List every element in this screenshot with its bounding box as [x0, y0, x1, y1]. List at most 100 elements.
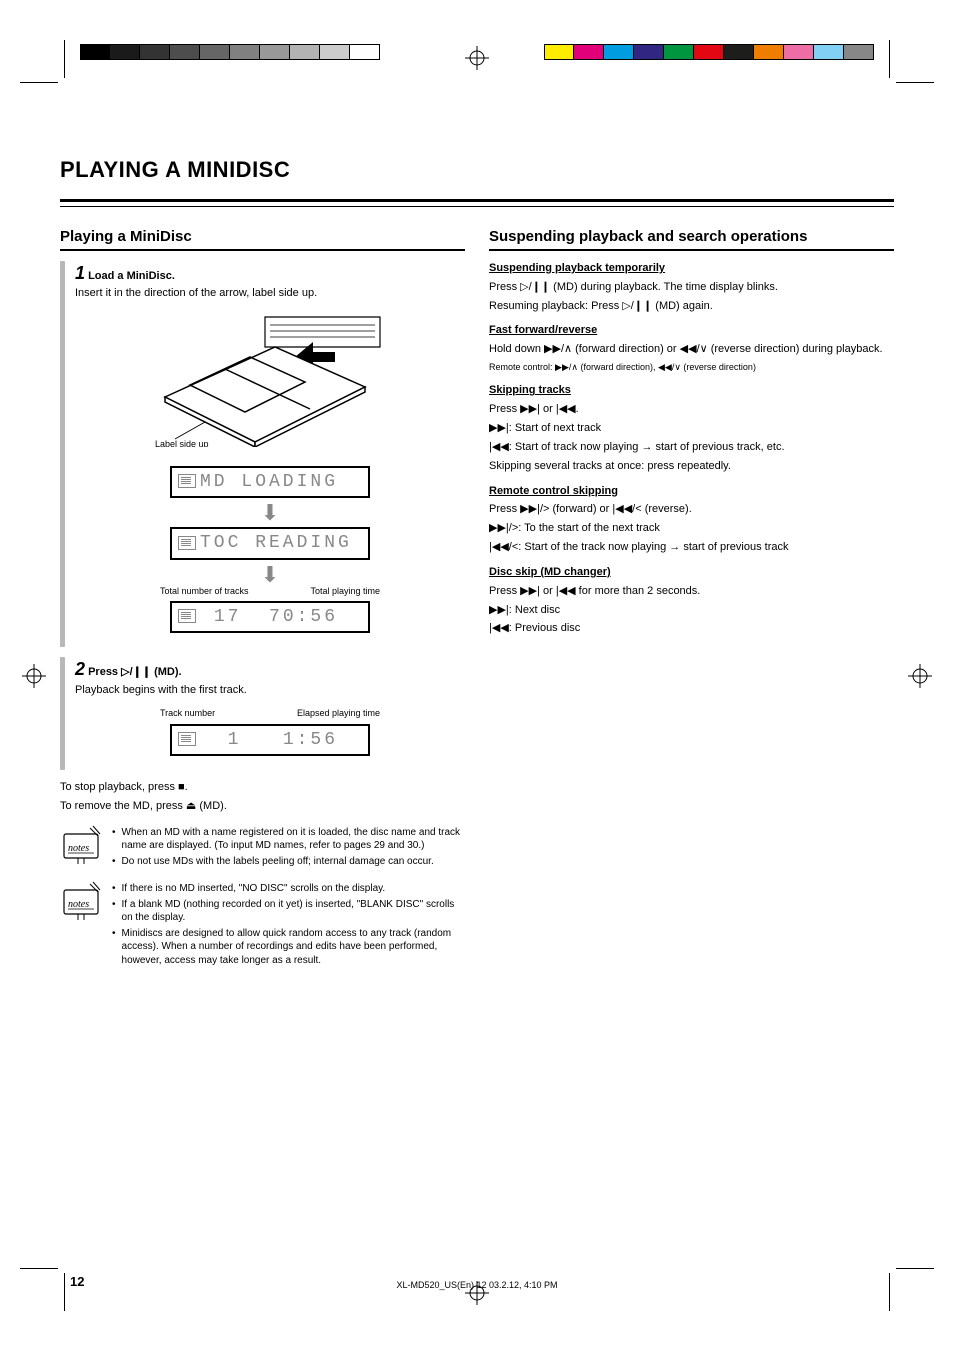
registration-mark-icon — [908, 664, 932, 688]
notes-list: •If there is no MD inserted, "NO DISC" s… — [112, 880, 465, 969]
divider — [60, 206, 894, 207]
crop-mark — [64, 1273, 65, 1311]
md-icon — [178, 536, 196, 550]
section-heading: Playing a MiniDisc — [60, 227, 465, 247]
note-item: •When an MD with a name registered on it… — [112, 826, 465, 853]
page: PLAYING A MINIDISC Playing a MiniDisc 1 … — [0, 0, 954, 1351]
color-bar — [544, 44, 874, 60]
swatch — [634, 44, 664, 60]
crop-mark — [889, 40, 890, 78]
lcd-sequence: Track number Elapsed playing time 1 1:56 — [75, 707, 465, 759]
stop-instruction: To stop playback, press ■. — [60, 780, 465, 795]
swatch — [290, 44, 320, 60]
lcd-text: 1:56 — [283, 730, 338, 750]
crop-mark — [20, 1268, 58, 1269]
body-text: |◀◀: Start of track now playing → start … — [489, 440, 894, 455]
swatch — [664, 44, 694, 60]
svg-text:notes: notes — [68, 899, 89, 910]
swatch — [694, 44, 724, 60]
subsection-heading: Remote control skipping — [489, 484, 894, 499]
step-title: Load a MiniDisc. — [88, 270, 175, 282]
body-text: ▶▶|: Next disc — [489, 603, 894, 618]
step-1: 1 Load a MiniDisc. Insert it in the dire… — [60, 261, 465, 647]
illus-label: Label side up — [155, 439, 209, 447]
md-icon — [178, 474, 196, 488]
down-arrow-icon: ⬇ — [75, 568, 465, 581]
swatch — [604, 44, 634, 60]
body-text: Press ▶▶| or |◀◀ for more than 2 seconds… — [489, 584, 894, 599]
notes-block: notes •When an MD with a name registered… — [60, 824, 465, 871]
swatch — [814, 44, 844, 60]
section-heading: Suspending playback and search operation… — [489, 227, 894, 247]
page-number: 12 — [70, 1273, 84, 1291]
step-number: 1 — [75, 263, 85, 283]
body-text: ▶▶|/>: To the start of the next track — [489, 521, 894, 536]
lcd-callout-label: Track number — [160, 707, 215, 719]
body-text: Press ▶▶|/> (forward) or |◀◀/< (reverse)… — [489, 502, 894, 517]
notes-icon: notes — [60, 824, 104, 871]
lcd-callout-label: Total playing time — [310, 585, 380, 597]
md-icon — [178, 609, 196, 623]
right-column: Suspending playback and search operation… — [489, 217, 894, 975]
lcd-display: MD LOADING — [170, 466, 370, 498]
footer-text: XL-MD520_US(En) 12 03.2.12, 4:10 PM — [396, 1279, 557, 1291]
swatch — [80, 44, 110, 60]
notes-list: •When an MD with a name registered on it… — [112, 824, 465, 871]
lcd-text: 17 — [214, 607, 242, 627]
crop-mark — [896, 82, 934, 83]
body-text: |◀◀/<: Start of the track now playing → … — [489, 540, 894, 555]
swatch — [320, 44, 350, 60]
lcd-text: 70:56 — [269, 607, 338, 627]
crop-mark — [64, 40, 65, 78]
step-accent-bar — [60, 657, 65, 770]
body-text: Press ▶▶| or |◀◀. — [489, 402, 894, 417]
subsection-heading: Disc skip (MD changer) — [489, 565, 894, 580]
grayscale-bar — [80, 44, 380, 60]
lcd-display: 1 1:56 — [170, 724, 370, 756]
crop-mark — [889, 1273, 890, 1311]
down-arrow-icon: ⬇ — [75, 506, 465, 519]
subsection-heading: Skipping tracks — [489, 383, 894, 398]
body-text: |◀◀: Previous disc — [489, 621, 894, 636]
swatch — [350, 44, 380, 60]
svg-text:notes: notes — [68, 843, 89, 854]
body-text: Press ▷/❙❙ (MD) during playback. The tim… — [489, 280, 894, 295]
registration-mark-icon — [22, 664, 46, 688]
lcd-display: TOC READING — [170, 527, 370, 559]
lcd-callout-label: Total number of tracks — [160, 585, 249, 597]
body-text: Remote control: ▶▶/∧ (forward direction)… — [489, 361, 894, 373]
swatch — [724, 44, 754, 60]
swatch — [200, 44, 230, 60]
divider — [489, 249, 894, 251]
swatch — [574, 44, 604, 60]
md-icon — [178, 732, 196, 746]
divider — [60, 199, 894, 202]
body-text: Hold down ▶▶/∧ (forward direction) or ◀◀… — [489, 342, 894, 357]
lcd-callout-label: Elapsed playing time — [297, 707, 380, 719]
lcd-text: TOC READING — [200, 533, 352, 553]
note-item: •Do not use MDs with the labels peeling … — [112, 855, 465, 869]
lcd-text: MD LOADING — [200, 472, 338, 492]
left-column: Playing a MiniDisc 1 Load a MiniDisc. In… — [60, 217, 465, 975]
subsection-heading: Fast forward/reverse — [489, 323, 894, 338]
body-text: Skipping several tracks at once: press r… — [489, 459, 894, 474]
body-text: ▶▶|: Start of next track — [489, 421, 894, 436]
step-title: Press ▷/❙❙ (MD). — [88, 666, 182, 678]
eject-instruction: To remove the MD, press ⏏ (MD). — [60, 799, 465, 814]
registration-mark-icon — [465, 46, 489, 70]
minidisc-illustration: Label side up — [75, 307, 465, 452]
notes-icon: notes — [60, 880, 104, 969]
divider — [60, 249, 465, 251]
swatch — [140, 44, 170, 60]
step-accent-bar — [60, 261, 65, 647]
step-subtext: Playback begins with the first track. — [75, 683, 465, 698]
lcd-text: 1 — [228, 730, 242, 750]
step-number: 2 — [75, 659, 85, 679]
note-item: •If there is no MD inserted, "NO DISC" s… — [112, 882, 465, 896]
swatch — [230, 44, 260, 60]
swatch — [170, 44, 200, 60]
note-item: •If a blank MD (nothing recorded on it y… — [112, 898, 465, 925]
swatch — [784, 44, 814, 60]
swatch — [544, 44, 574, 60]
page-title: PLAYING A MINIDISC — [60, 155, 894, 185]
